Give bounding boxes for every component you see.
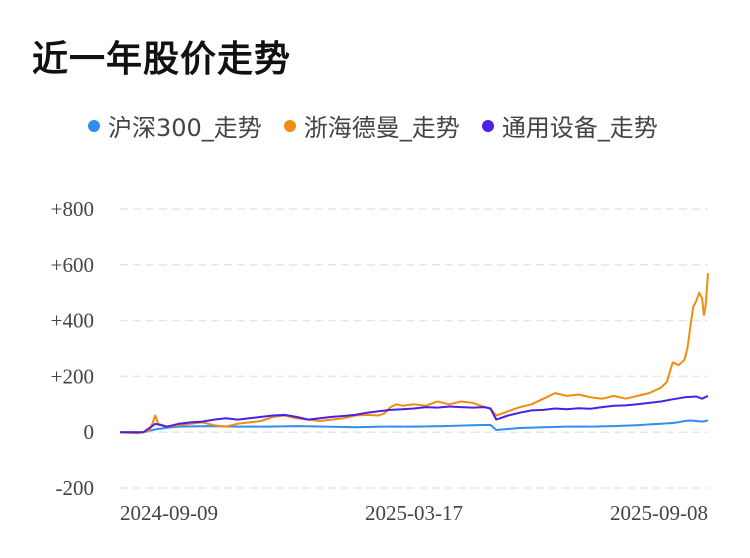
- y-tick-label: +800: [51, 197, 94, 221]
- legend-marker: [88, 119, 100, 132]
- legend-item-zhehaideman[interactable]: 浙海德曼_走势: [283, 108, 460, 143]
- series-line-2: [120, 394, 709, 434]
- x-tick-label: 2025-09-08: [610, 501, 708, 525]
- y-tick-label: 0: [84, 420, 95, 444]
- page-title: 近一年股价走势: [32, 39, 292, 80]
- legend-marker: [481, 119, 494, 132]
- legend-item-general-equipment[interactable]: 通用设备_走势: [481, 108, 658, 143]
- legend-label: 浙海德曼_走势: [303, 114, 460, 142]
- y-tick-label: +600: [51, 253, 94, 277]
- chart-legend: 沪深300_走势 浙海德曼_走势 通用设备_走势: [88, 108, 680, 143]
- legend-item-hs300[interactable]: 沪深300_走势: [88, 108, 262, 143]
- x-tick-label: 2024-09-09: [120, 501, 218, 525]
- y-tick-label: -200: [56, 476, 95, 500]
- x-tick-label: 2025-03-17: [365, 501, 463, 525]
- legend-marker: [283, 119, 296, 132]
- legend-label: 沪深300_走势: [108, 114, 262, 142]
- legend-label: 通用设备_走势: [501, 114, 658, 142]
- series-line-0: [120, 419, 709, 434]
- series-line-1: [119, 273, 709, 435]
- y-tick-label: +200: [51, 364, 94, 388]
- y-tick-label: +400: [51, 309, 94, 333]
